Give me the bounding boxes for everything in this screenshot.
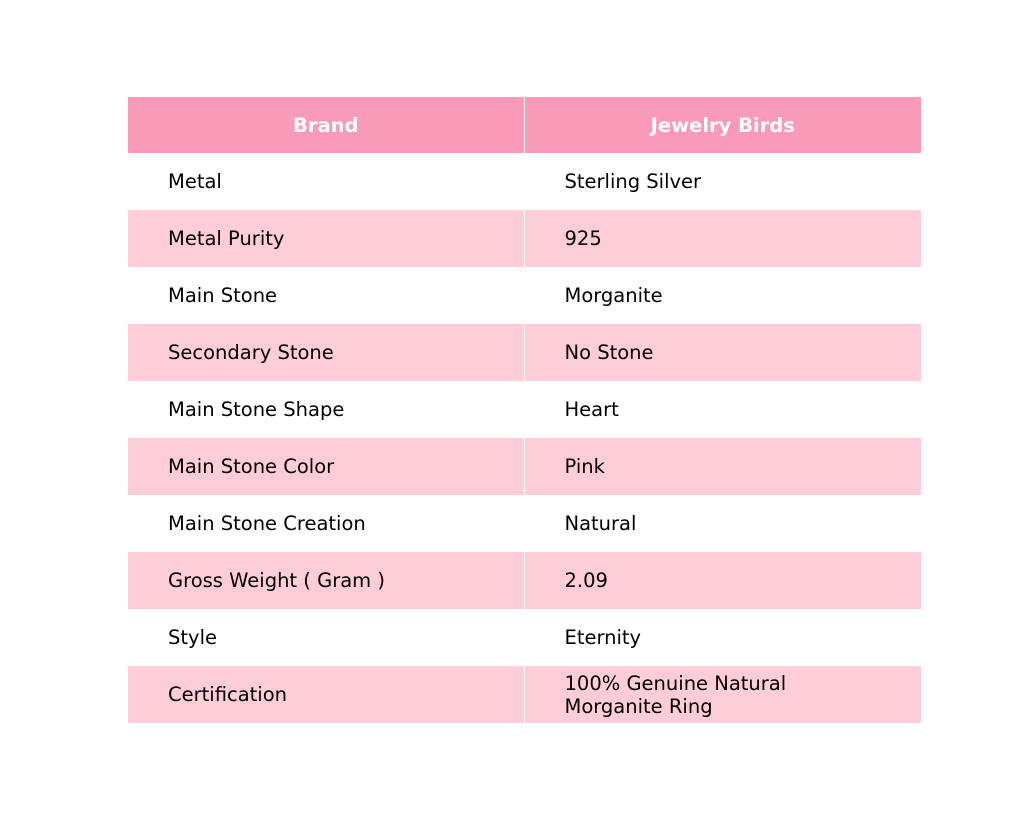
spec-label: Certification bbox=[128, 666, 524, 723]
spec-label: Main Stone Shape bbox=[168, 398, 345, 421]
product-spec-table: Brand Jewelry Birds Metal Sterling Silver… bbox=[128, 97, 921, 723]
spec-value: Eternity bbox=[523, 609, 921, 666]
table-row: Secondary Stone No Stone bbox=[128, 324, 921, 381]
table-row: Main Stone Morganite bbox=[128, 267, 921, 324]
spec-value: Natural bbox=[523, 495, 921, 552]
spec-label: Gross Weight ( Gram ) bbox=[128, 552, 524, 609]
table-row: Certification 100% Genuine Natural Morgan… bbox=[128, 666, 921, 723]
table-header: Brand Jewelry Birds bbox=[128, 97, 921, 153]
spec-value: 925 bbox=[523, 210, 921, 267]
header-brand-value: Jewelry Birds bbox=[523, 97, 921, 153]
spec-label: Metal bbox=[168, 170, 222, 193]
spec-label: Main Stone bbox=[168, 284, 278, 307]
spec-value: Sterling Silver bbox=[523, 153, 921, 210]
spec-value: Morganite bbox=[523, 267, 921, 324]
spec-label: Main Stone Color bbox=[128, 438, 524, 495]
spec-label: Secondary Stone bbox=[128, 324, 524, 381]
table-row: Main Stone Shape Heart bbox=[128, 381, 921, 438]
spec-value: Heart bbox=[523, 381, 921, 438]
table-row: Style Eternity bbox=[128, 609, 921, 666]
table-row: Main Stone Creation Natural bbox=[128, 495, 921, 552]
table-row: Gross Weight ( Gram ) 2.09 bbox=[128, 552, 921, 609]
spec-value: Pink bbox=[523, 438, 921, 495]
table-row: Metal Purity 925 bbox=[128, 210, 921, 267]
spec-label: Main Stone Creation bbox=[168, 512, 366, 535]
spec-value: 2.09 bbox=[523, 552, 921, 609]
spec-value: 100% Genuine Natural Morganite Ring bbox=[523, 666, 921, 723]
spec-label: Style bbox=[168, 626, 217, 649]
header-brand: Brand bbox=[128, 97, 524, 153]
spec-label: Metal Purity bbox=[128, 210, 524, 267]
table-row: Metal Sterling Silver bbox=[128, 153, 921, 210]
table-row: Main Stone Color Pink bbox=[128, 438, 921, 495]
spec-value: No Stone bbox=[523, 324, 921, 381]
